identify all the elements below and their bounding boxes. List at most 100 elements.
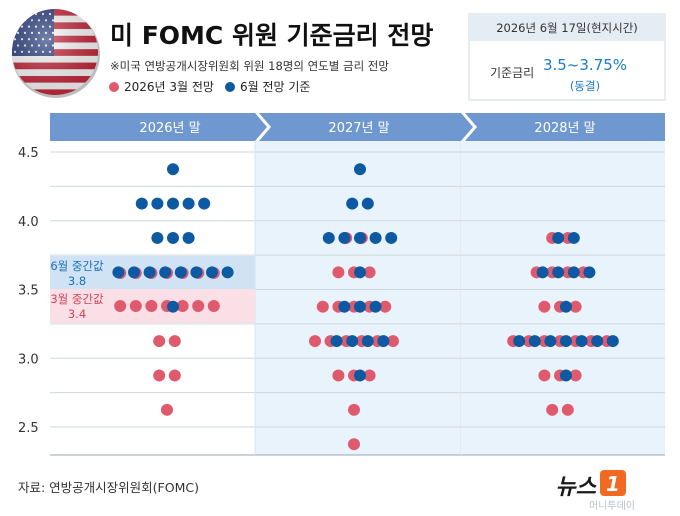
us-flag-icon bbox=[12, 9, 100, 98]
march-projection-dot bbox=[168, 335, 181, 348]
june-projection-dot bbox=[591, 335, 604, 348]
column-header-label: 2027년 말 bbox=[328, 121, 389, 136]
march-median-value: 3.4 bbox=[68, 307, 86, 321]
march-projection-dot bbox=[569, 369, 582, 382]
june-projection-dot bbox=[167, 300, 179, 313]
subtitle: ※미국 연방공개시장위원회 위원 18명의 연도별 금리 전망 bbox=[110, 59, 389, 73]
june-projection-dot bbox=[606, 335, 619, 348]
march-projection-dot bbox=[569, 300, 582, 313]
march-projection-dot bbox=[363, 266, 376, 279]
march-projection-dot bbox=[192, 300, 205, 312]
june-projection-dot bbox=[567, 231, 580, 244]
column-header-label: 2028년 말 bbox=[534, 121, 595, 136]
march-projection-dot bbox=[363, 369, 376, 382]
march-projection-dot bbox=[348, 438, 360, 451]
june-projection-dot bbox=[575, 335, 588, 348]
june-projection-dot bbox=[528, 335, 541, 348]
march-projection-dot bbox=[538, 369, 551, 382]
june-projection-dot bbox=[135, 197, 148, 210]
june-projection-dot bbox=[536, 266, 549, 279]
june-projection-dot bbox=[385, 231, 398, 244]
june-projection-dot bbox=[198, 197, 211, 210]
march-projection-dot bbox=[387, 335, 399, 348]
june-projection-dot bbox=[544, 335, 557, 348]
june-projection-dot bbox=[221, 266, 234, 279]
march-projection-dot bbox=[161, 403, 173, 416]
june-projection-dot bbox=[112, 266, 125, 279]
y-tick-label: 4.0 bbox=[18, 215, 39, 230]
june-projection-dot bbox=[167, 163, 179, 176]
y-tick-label: 4.5 bbox=[18, 146, 39, 161]
y-tick-label: 2.5 bbox=[18, 421, 39, 436]
march-projection-dot bbox=[561, 403, 574, 416]
june-projection-dot bbox=[167, 231, 179, 244]
rate-value: 3.5~3.75% bbox=[543, 56, 627, 74]
rate-date: 2026년 6월 17일(현지시간) bbox=[496, 21, 638, 35]
june-projection-dot bbox=[513, 335, 526, 348]
dot-plot-chart: 2026년 말 2027년 말 2028년 말 4.5 4.0 3.5 3.0 2.5 6월… bbox=[18, 113, 665, 456]
june-projection-dot bbox=[560, 300, 572, 313]
june-projection-dot bbox=[174, 266, 187, 279]
june-projection-dot bbox=[354, 163, 366, 176]
march-projection-dot bbox=[546, 403, 559, 416]
june-projection-dot bbox=[167, 197, 179, 210]
svg-text:머니투데이: 머니투데이 bbox=[589, 500, 635, 512]
y-tick-label: 3.0 bbox=[18, 352, 39, 367]
june-projection-dot bbox=[369, 300, 382, 313]
march-projection-dot bbox=[129, 300, 142, 312]
column-header-label: 2026년 말 bbox=[139, 121, 200, 136]
column-header-band bbox=[259, 113, 473, 141]
june-projection-dot bbox=[354, 300, 366, 313]
june-projection-dot bbox=[552, 231, 565, 244]
june-projection-dot bbox=[361, 197, 374, 210]
june-projection-dot bbox=[206, 266, 218, 279]
june-projection-dot bbox=[182, 231, 195, 244]
june-projection-dot bbox=[567, 266, 580, 279]
june-projection-dot bbox=[583, 266, 596, 279]
svg-text:뉴스: 뉴스 bbox=[556, 475, 598, 500]
june-projection-dot bbox=[128, 266, 140, 279]
legend-june-marker bbox=[225, 82, 235, 92]
march-projection-dot bbox=[379, 300, 392, 313]
june-projection-dot bbox=[369, 231, 382, 244]
june-projection-dot bbox=[560, 335, 572, 348]
page-title: 미 FOMC 위원 기준금리 전망 bbox=[110, 21, 433, 50]
march-projection-dot bbox=[332, 266, 345, 279]
june-projection-dot bbox=[338, 231, 351, 244]
march-projection-dot bbox=[168, 369, 181, 382]
june-projection-dot bbox=[354, 369, 366, 382]
legend-march-marker bbox=[109, 82, 119, 92]
source-note: 자료: 연방공개시장위원회(FOMC) bbox=[18, 480, 199, 495]
march-projection-dot bbox=[348, 403, 360, 416]
legend-june-label: 6월 전망 기준 bbox=[240, 80, 310, 94]
y-tick-label: 3.5 bbox=[18, 284, 39, 299]
june-projection-dot bbox=[552, 266, 565, 279]
june-projection-dot bbox=[346, 335, 359, 348]
march-projection-dot bbox=[145, 300, 158, 312]
march-projection-dot bbox=[176, 300, 189, 312]
march-projection-dot bbox=[153, 335, 166, 348]
june-projection-dot bbox=[182, 197, 195, 210]
svg-text:1: 1 bbox=[606, 472, 620, 496]
june-projection-dot bbox=[330, 335, 343, 348]
june-projection-dot bbox=[338, 300, 351, 313]
march-projection-dot bbox=[207, 300, 220, 312]
rate-label: 기준금리 bbox=[490, 66, 534, 80]
june-projection-dot bbox=[190, 266, 203, 279]
june-projection-dot bbox=[159, 266, 172, 279]
column-header-band bbox=[50, 113, 267, 141]
march-median-label: 3월 중간값 bbox=[50, 292, 104, 306]
june-projection-dot bbox=[354, 266, 366, 279]
march-projection-dot bbox=[316, 300, 329, 313]
june-median-value: 3.8 bbox=[68, 274, 86, 288]
june-projection-dot bbox=[322, 231, 335, 244]
march-projection-dot bbox=[538, 300, 551, 313]
legend-march-label: 2026년 3월 전망 bbox=[124, 80, 214, 94]
march-projection-dot bbox=[332, 369, 345, 382]
june-projection-dot bbox=[361, 335, 374, 348]
march-projection-dot bbox=[153, 369, 166, 382]
june-projection-dot bbox=[377, 335, 390, 348]
june-projection-dot bbox=[143, 266, 156, 279]
june-projection-dot bbox=[151, 197, 164, 210]
column-header-band bbox=[465, 113, 665, 141]
